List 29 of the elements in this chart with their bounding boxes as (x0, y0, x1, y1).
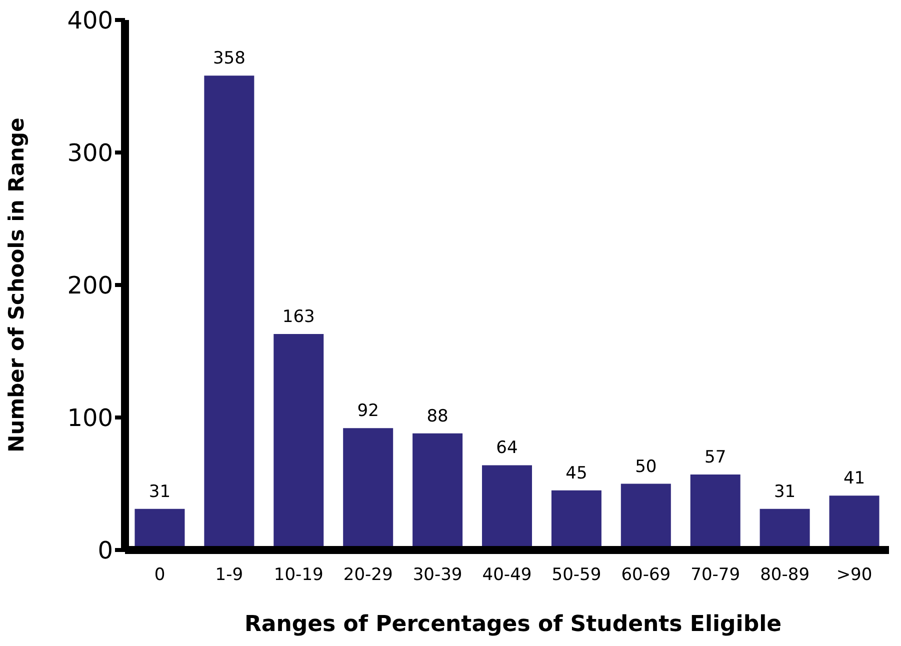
x-tick-label: 1-9 (215, 565, 244, 586)
data-label: 64 (496, 438, 518, 458)
x-tick-label: 60-69 (621, 565, 671, 586)
y-tick-label: 0 (98, 536, 113, 565)
data-label: 163 (282, 307, 315, 328)
data-label: 88 (426, 406, 448, 426)
x-tick-label: 70-79 (690, 565, 740, 586)
x-tick-label: 20-29 (343, 565, 393, 586)
x-tick-label: 40-49 (482, 565, 532, 586)
data-label: 92 (357, 401, 379, 422)
data-label: 41 (843, 468, 866, 489)
x-tick-label: >90 (836, 565, 872, 586)
y-tick-label: 300 (67, 139, 113, 168)
x-tick-label: 30-39 (412, 565, 462, 586)
y-tick-label: 400 (67, 6, 113, 35)
y-axis-title: Number of Schools in Range (4, 118, 28, 452)
y-tick-label: 100 (67, 404, 113, 432)
data-label: 45 (566, 463, 588, 484)
data-label: 31 (148, 482, 171, 502)
x-tick-label: 0 (154, 565, 166, 586)
x-tick-label: 80-89 (760, 565, 810, 586)
data-label: 31 (774, 482, 796, 502)
y-tick-label: 200 (67, 272, 113, 300)
data-label: 358 (212, 48, 246, 69)
data-label: 57 (704, 447, 726, 468)
x-axis-title: Ranges of Percentages of Students Eligible (243, 612, 783, 637)
data-label: 50 (635, 456, 657, 477)
x-tick-label: 10-19 (274, 565, 324, 586)
x-tick-label: 50-59 (552, 565, 602, 586)
